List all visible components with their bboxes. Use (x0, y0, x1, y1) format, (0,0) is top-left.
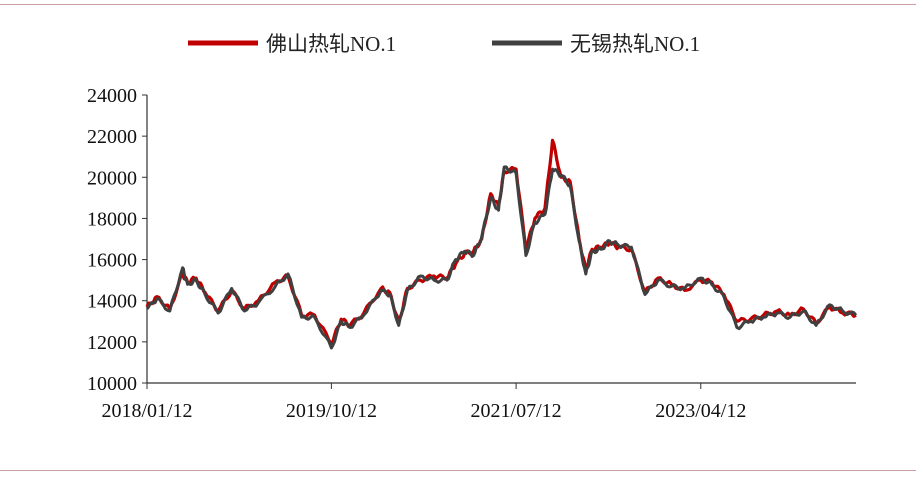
y-tick-label: 10000 (87, 373, 137, 395)
top-divider (0, 4, 916, 5)
y-tick-label: 16000 (87, 250, 137, 272)
x-tick-label: 2023/04/12 (655, 400, 746, 422)
series-layer (147, 140, 856, 348)
bottom-divider (0, 470, 916, 471)
y-tick-label: 22000 (87, 126, 137, 148)
y-tick-label: 24000 (87, 85, 137, 107)
y-tick-label: 20000 (87, 167, 137, 189)
legend-label-foshan: 佛山热轧NO.1 (266, 32, 396, 56)
chart-legend: 佛山热轧NO.1 无锡热轧NO.1 (188, 32, 700, 56)
x-tick-label: 2019/10/12 (286, 400, 377, 422)
x-tick-label: 2021/07/12 (471, 400, 562, 422)
series-line (147, 167, 856, 348)
series-line (147, 140, 856, 344)
y-tick-label: 12000 (87, 332, 137, 354)
legend-label-wuxi: 无锡热轧NO.1 (570, 32, 700, 56)
y-tick-label: 14000 (87, 291, 137, 313)
series-wuxi (147, 167, 856, 348)
y-tick-label: 18000 (87, 208, 137, 230)
series-foshan (147, 140, 856, 344)
x-tick-label: 2018/01/12 (101, 400, 192, 422)
